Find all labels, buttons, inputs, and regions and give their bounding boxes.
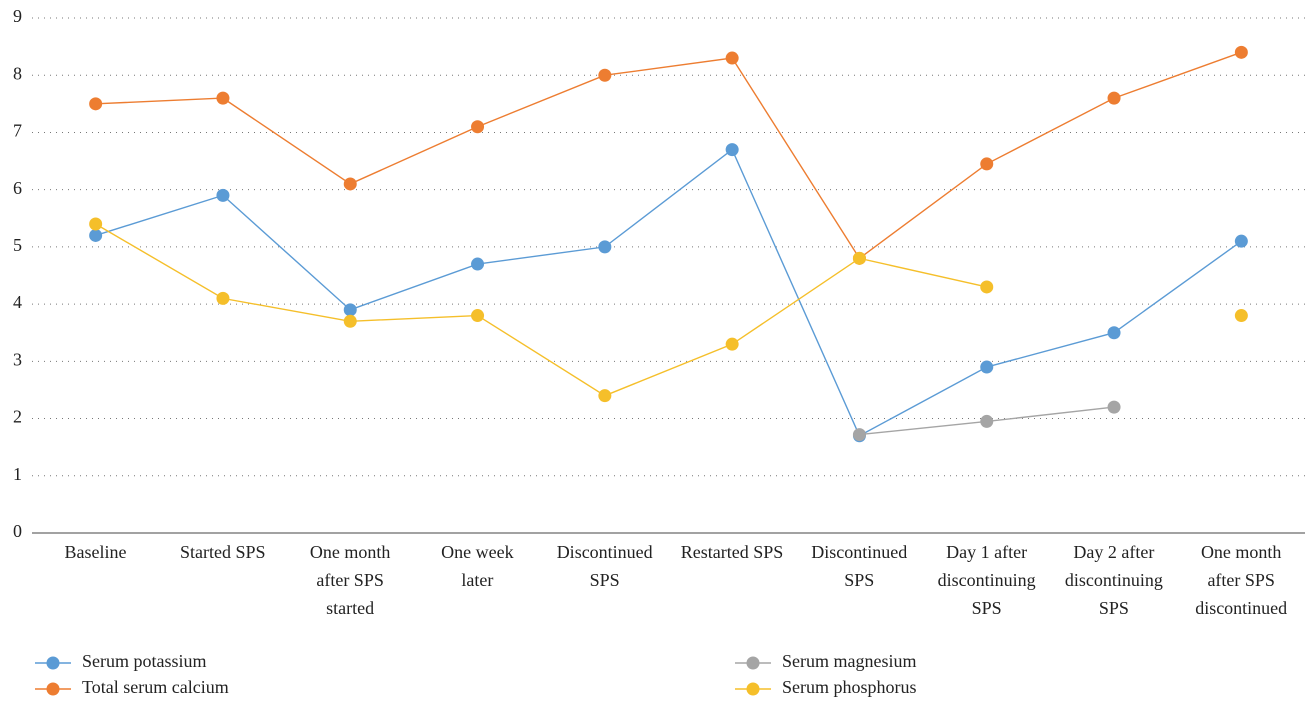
- y-tick-label: 7: [13, 121, 22, 141]
- data-point: [980, 360, 994, 374]
- x-tick-label: One month after SPS started: [309, 542, 391, 618]
- series-line: [95, 51, 1242, 260]
- y-tick-label: 1: [13, 464, 22, 484]
- x-tick-label: Started SPS: [180, 542, 266, 562]
- data-point: [471, 257, 485, 271]
- y-tick-label: 9: [13, 6, 22, 26]
- y-tick-label: 2: [13, 407, 22, 427]
- data-point: [1107, 326, 1121, 340]
- x-tick-label: Discontinued SPS: [556, 542, 653, 590]
- x-tick-label: Restarted SPS: [680, 542, 784, 562]
- legend-marker: [746, 682, 760, 696]
- legend-label: Total serum calcium: [82, 677, 229, 697]
- y-tick-label: 4: [13, 292, 22, 312]
- x-tick-label: One month after SPS discontinued: [1195, 542, 1288, 618]
- data-point: [598, 68, 612, 82]
- data-point: [725, 337, 739, 351]
- y-tick-label: 0: [13, 521, 22, 541]
- series-line: [95, 148, 1242, 437]
- data-point: [980, 280, 994, 294]
- legend-label: Serum magnesium: [782, 651, 916, 671]
- data-point: [852, 428, 866, 442]
- data-point: [1234, 309, 1248, 323]
- data-point: [89, 217, 103, 231]
- data-point: [343, 177, 357, 191]
- data-point: [471, 309, 485, 323]
- legend-marker: [46, 656, 60, 670]
- data-point: [598, 389, 612, 403]
- y-tick-label: 8: [13, 63, 22, 83]
- data-point: [725, 143, 739, 157]
- legend-marker: [46, 682, 60, 696]
- data-point: [343, 303, 357, 317]
- series-line: [96, 224, 1242, 396]
- legend-label: Serum potassium: [82, 651, 207, 671]
- data-point: [216, 91, 230, 105]
- data-point: [216, 188, 230, 202]
- x-tick-label: One week later: [441, 542, 514, 590]
- data-point: [216, 291, 230, 305]
- data-point: [89, 228, 103, 242]
- legend-label: Serum phosphorus: [782, 677, 917, 697]
- x-tick-label: Discontinued SPS: [811, 542, 908, 590]
- x-tick-label: Day 2 after discontinuing SPS: [1064, 542, 1163, 618]
- data-point: [343, 314, 357, 328]
- legend-marker: [746, 656, 760, 670]
- data-point: [980, 157, 994, 171]
- data-point: [1234, 45, 1248, 59]
- data-point: [852, 251, 866, 265]
- data-point: [598, 240, 612, 254]
- data-point: [1107, 400, 1121, 414]
- data-point: [725, 51, 739, 65]
- data-point: [1234, 234, 1248, 248]
- y-tick-label: 3: [13, 349, 22, 369]
- data-point: [980, 414, 994, 428]
- x-tick-label: Baseline: [64, 542, 127, 562]
- data-point: [1107, 91, 1121, 105]
- data-point: [471, 120, 485, 134]
- data-point: [89, 97, 103, 111]
- x-tick-label: Day 1 after discontinuing SPS: [937, 542, 1036, 618]
- y-tick-label: 6: [13, 178, 22, 198]
- y-tick-label: 5: [13, 235, 22, 255]
